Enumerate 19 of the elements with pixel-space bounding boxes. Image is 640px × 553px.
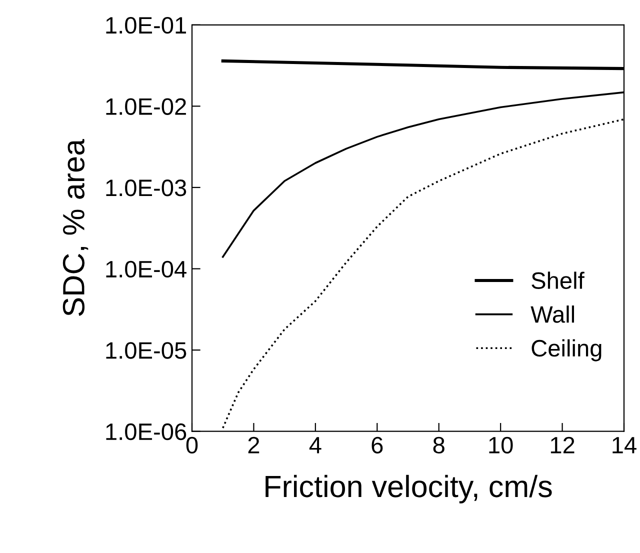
x-tick-label: 8 <box>433 436 444 454</box>
x-tick-label: 4 <box>309 437 322 454</box>
x-tick-label: 14 <box>612 437 636 454</box>
x-tick-label: 2 <box>248 436 260 454</box>
y-tick-label: 1.0E-04 <box>106 260 186 278</box>
x-axis-title: Friction velocity, cm/s <box>266 474 552 504</box>
x-tick-label: 12 <box>550 436 574 454</box>
y-tick-label: 1.0E-01 <box>106 16 186 34</box>
y-axis-title: SDC, % area <box>62 138 88 316</box>
y-tick-label: 1.0E-02 <box>106 98 186 115</box>
x-tick-label: 0 <box>186 436 198 454</box>
x-tick-label: 6 <box>372 436 383 454</box>
y-tick-label: 1.0E-06 <box>106 423 186 440</box>
legend-label: Ceiling <box>532 339 602 362</box>
y-tick-label: 1.0E-03 <box>106 180 186 196</box>
x-tick-label: 10 <box>489 436 513 454</box>
legend-label: Shelf <box>532 272 584 290</box>
y-tick-label: 1.0E-05 <box>106 342 186 359</box>
legend-label: Wall <box>530 305 574 323</box>
